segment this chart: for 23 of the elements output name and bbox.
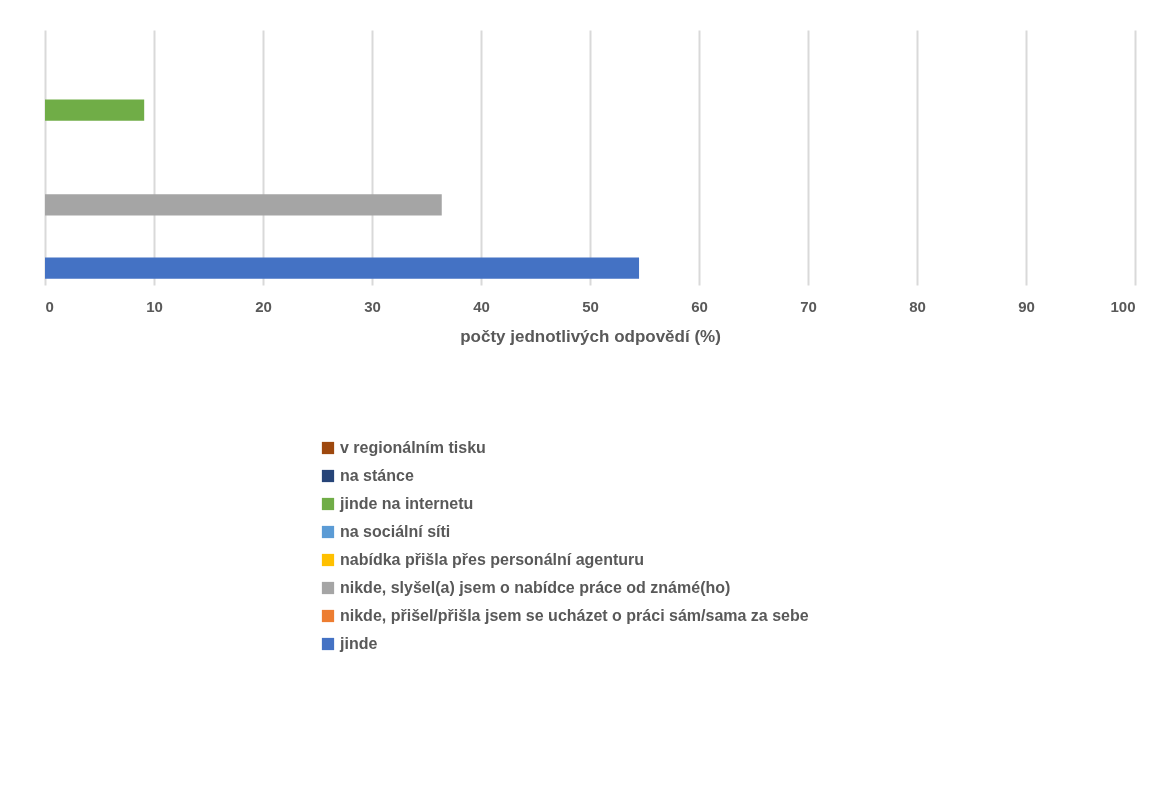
x-axis-title: počty jednotlivých odpovědí (%): [460, 326, 721, 346]
x-tick-label: 80: [909, 297, 926, 315]
legend-label: nabídka přišla přes personální agenturu: [340, 551, 645, 568]
x-tick-label: 50: [582, 297, 599, 315]
x-tick-label: 60: [691, 297, 708, 315]
x-tick-label: 20: [255, 297, 272, 315]
bar: [45, 194, 442, 216]
legend-label: na sociální síti: [340, 523, 451, 540]
bar: [45, 99, 145, 121]
x-tick-label: 10: [146, 297, 163, 315]
x-tick-label: 30: [364, 297, 381, 315]
legend-label: jinde: [339, 635, 378, 652]
legend-label: nikde, přišel/přišla jsem se ucházet o práci sám/sama za sebe: [340, 607, 809, 624]
legend-label: nikde, slyšel(a) jsem o nabídce práce od známé(ho): [340, 579, 731, 596]
legend-label: jinde na internetu: [339, 495, 474, 512]
x-tick-label: 70: [800, 297, 817, 315]
bar: [45, 257, 640, 279]
x-tick-label: 90: [1018, 297, 1035, 315]
legend-label: na stánce: [340, 467, 414, 484]
legend-label: v regionálním tisku: [340, 439, 486, 456]
x-tick-label: 0: [45, 297, 54, 315]
x-tick-label: 40: [473, 297, 490, 315]
x-tick-label: 100: [1110, 297, 1136, 315]
